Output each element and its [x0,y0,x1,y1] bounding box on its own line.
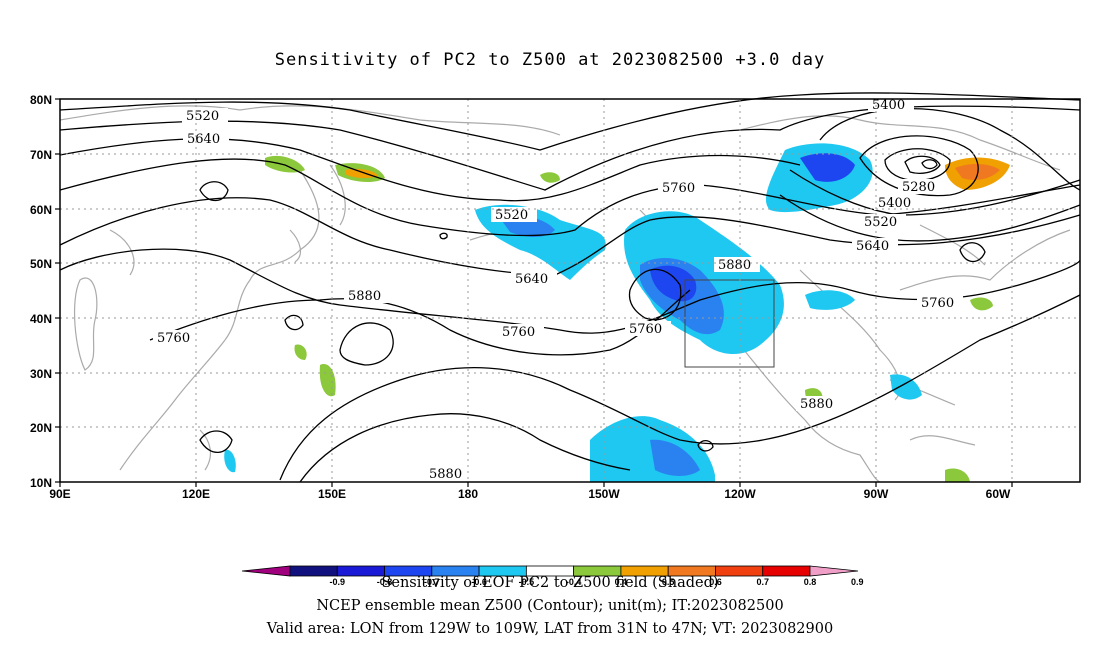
lat-label: 70N [30,148,52,162]
colorbar-tick-label: -0.7 [424,577,440,587]
lat-label: 30N [30,367,52,381]
shade-blue-east-us [805,290,855,310]
lat-labels: 80N 70N 60N 50N 40N 30N 20N 10N [30,93,52,490]
lon-label: 120W [724,487,756,501]
lon-label: 90W [864,487,889,501]
contour-label: 5880 [429,467,462,482]
lon-label: 60W [986,487,1011,501]
colorbar-tick-label: 0.9 [851,577,864,587]
colorbar-tick-label: 0.7 [756,577,769,587]
shade-darkblue-canada [800,153,855,182]
shade-green-pacific-nw [294,344,307,360]
contour-label: 5400 [878,196,911,211]
contours [59,92,1081,483]
shade-blue-caribbean [890,374,922,400]
contour-label: 5760 [629,322,662,337]
lon-labels: 90E 120E 150E 180 150W 120W 90W 60W [49,487,1011,501]
contour-label: 5640 [187,132,220,147]
lat-label: 50N [30,257,52,271]
colorbar-tick-label: 0.5 [662,577,675,587]
coastlines [59,105,1071,483]
colorbar-tick-label: 0.8 [804,577,817,587]
caption-valid-area: Valid area: LON from 129W to 109W, LAT f… [266,621,834,637]
colorbar-tick-label: -0.9 [330,577,346,587]
contour-label: 5520 [495,208,528,223]
lat-label: 40N [30,312,52,326]
chart-title: Sensitivity of PC2 to Z500 at 2023082500… [274,50,826,70]
contour-label: 5520 [186,109,219,124]
map-frame [59,98,1081,483]
contour-label: 5760 [157,331,190,346]
contour-label: 5880 [800,397,833,412]
lat-label: 80N [30,93,52,107]
contour-label: 5760 [502,325,535,340]
shade-green-bering [540,172,560,183]
colorbar-tick-label: -0.4 [566,577,582,587]
lon-label: 90E [49,487,70,501]
lat-label: 60N [30,203,52,217]
shade-green-newfoundland [970,297,993,311]
caption-shading: Sensitivity of EOF PC2 to Z500 field (Sh… [381,575,719,591]
contour-label: 5760 [662,181,695,196]
gridlines [60,99,1080,482]
contour-label: 5880 [348,289,381,304]
lat-label: 10N [30,476,52,490]
shade-green-pacific-w [319,364,336,397]
contour-label: 5640 [856,239,889,254]
contour-label: 5280 [902,180,935,195]
colorbar-tick-label: -0.8 [377,577,393,587]
contour-label-group: 5520 5640 5760 5880 5400 5280 5400 5520 … [153,97,963,482]
lon-label: 120E [182,487,210,501]
shade-green-siberia [265,155,305,173]
shade-blue-tropical-pacific-core [650,439,700,476]
colorbar-tick-label: -0.5 [519,577,535,587]
colorbar: -0.9 -0.8 -0.7 -0.6 -0.5 -0.4 0.4 0.5 0.6 0.7 0.8 0… [241,565,864,587]
shade-green-caribbean-s [945,468,970,482]
contour-label: 5880 [718,258,751,273]
contour-label: 5640 [515,272,548,287]
shaded-field [224,143,1010,482]
contour-label: 5400 [872,98,905,113]
valid-area-box [684,279,775,368]
colorbar-right-arrow [809,565,859,577]
caption-contour: NCEP ensemble mean Z500 (Contour); unit(… [316,598,784,614]
lat-label: 20N [30,421,52,435]
shade-orange-okhotsk [345,168,378,179]
colorbar-tick-label: 0.4 [615,577,628,587]
contour-label: 5760 [921,296,954,311]
contour-label: 5520 [864,215,897,230]
lon-label: 150E [318,487,346,501]
lon-label: 150W [588,487,620,501]
shade-blue-philippines [224,449,236,473]
colorbar-tick-label: -0.6 [471,577,487,587]
tick-marks [55,98,1013,487]
lon-label: 180 [458,487,478,501]
colorbar-tick-label: 0.6 [709,577,722,587]
